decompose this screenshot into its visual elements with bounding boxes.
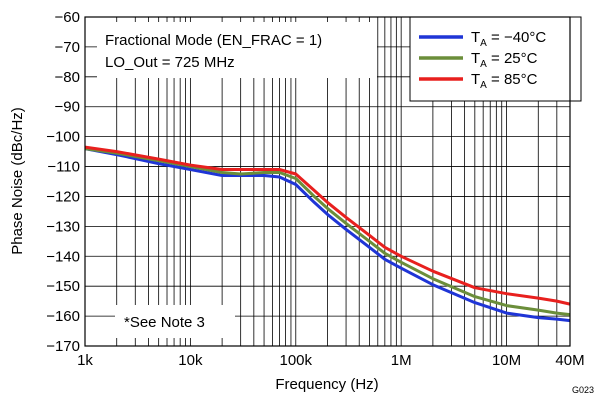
y-tick-label: −70 bbox=[55, 39, 80, 56]
x-axis-label: Frequency (Hz) bbox=[275, 376, 378, 393]
x-tick-label: 10k bbox=[178, 352, 203, 369]
note-box: *See Note 3 bbox=[115, 305, 235, 338]
annotation-mode: Fractional Mode (EN_FRAC = 1) bbox=[105, 32, 322, 49]
note-box-background bbox=[115, 305, 235, 338]
legend-label: TA = −40°C bbox=[471, 29, 546, 49]
annotation-box: Fractional Mode (EN_FRAC = 1) LO_Out = 7… bbox=[97, 22, 377, 78]
y-tick-label: −80 bbox=[55, 69, 80, 86]
annotation-note: *See Note 3 bbox=[124, 314, 205, 331]
legend: TA = −40°CTA = 25°CTA = 85°C bbox=[409, 16, 582, 102]
x-tick-label: 100k bbox=[280, 352, 313, 369]
y-tick-label: −110 bbox=[47, 159, 80, 176]
annotation-box-background bbox=[97, 22, 377, 78]
x-tick-label: 1k bbox=[77, 352, 93, 369]
plot-frame bbox=[84, 16, 571, 347]
series-line bbox=[84, 147, 571, 317]
y-tick-label: −130 bbox=[46, 218, 80, 235]
series-lines bbox=[84, 145, 571, 323]
y-tick-label: −170 bbox=[46, 338, 80, 355]
x-tick-label: 40M bbox=[555, 352, 584, 369]
y-axis-label: Phase Noise (dBc/Hz) bbox=[9, 107, 26, 255]
figure-id: G023 bbox=[572, 385, 594, 395]
x-tick-labels: 1k 10k 100k 1M 10M 40M bbox=[77, 352, 585, 369]
y-tick-label: −120 bbox=[46, 188, 80, 205]
y-tick-label: −60 bbox=[55, 9, 80, 26]
y-tick-labels: −60 −70 −80 −90 −100 −110 −120 −130 −140 −150 −160… bbox=[46, 9, 80, 355]
y-tick-label: −90 bbox=[55, 99, 80, 116]
y-tick-label: −140 bbox=[46, 248, 80, 265]
y-tick-label: −150 bbox=[46, 278, 80, 295]
x-tick-label: 1M bbox=[391, 352, 412, 369]
y-tick-label: −160 bbox=[46, 308, 80, 325]
series-line bbox=[84, 145, 571, 306]
annotation-lo-out: LO_Out = 725 MHz bbox=[105, 54, 235, 71]
legend-label: TA = 85°C bbox=[471, 71, 538, 91]
legend-label: TA = 25°C bbox=[471, 50, 538, 70]
x-tick-label: 10M bbox=[492, 352, 521, 369]
series-line bbox=[84, 147, 571, 323]
y-tick-label: −100 bbox=[46, 129, 80, 146]
